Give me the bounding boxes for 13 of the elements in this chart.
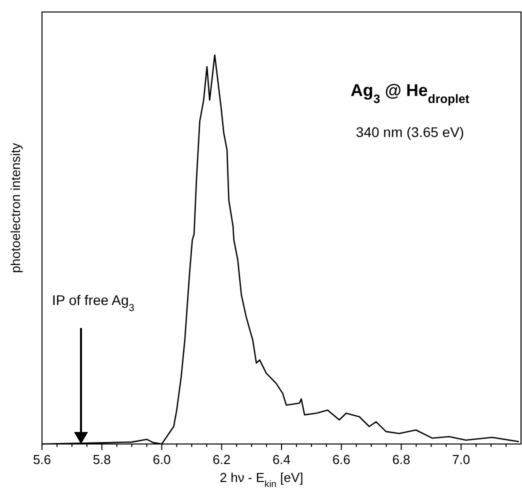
text: 340 nm (3.65 eV) <box>356 124 464 140</box>
y-axis-title: photoelectron intensity <box>8 142 23 274</box>
annotation: IP of free Ag$_{3}$ <box>52 292 135 314</box>
x-tick-label: 5.8 <box>92 452 111 467</box>
x-tick-label: 6.2 <box>212 452 231 467</box>
text: Ag$_{3}$ @ He$_{droplet}$ <box>350 81 470 106</box>
x-tick-label: 6.0 <box>152 452 171 467</box>
x-tick-label: 6.6 <box>332 452 350 467</box>
x-axis-title: 2 hν - E$_{kin}$ [eV] <box>220 470 304 489</box>
x-tick-label: 5.6 <box>32 452 52 467</box>
x-tick-label: 6.4 <box>272 452 291 467</box>
x-tick-label: 6.8 <box>392 452 410 467</box>
x-tick-label: 7.0 <box>452 452 470 467</box>
